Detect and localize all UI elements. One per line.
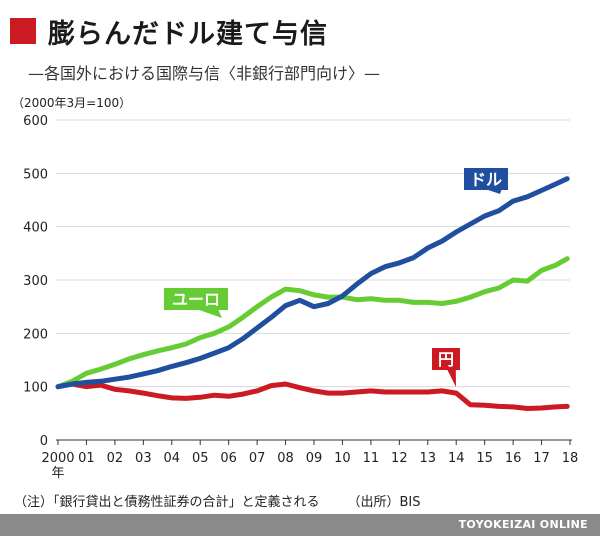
note-row: （注）「銀行貸出と債務性証券の合計」と定義される （出所）BIS	[14, 491, 421, 510]
footer-bar: TOYOKEIZAI ONLINE	[0, 514, 600, 536]
x-tick-label: 08	[277, 451, 294, 466]
y-tick-label: 600	[23, 114, 48, 129]
chart-title: 膨らんだドル建て与信	[48, 18, 328, 50]
yen-label-pointer	[447, 370, 456, 387]
y-tick-label: 200	[23, 327, 48, 342]
source-note: （出所）BIS	[347, 495, 421, 510]
x-tick-label: 04	[164, 451, 181, 466]
x-tick-label: 15	[476, 451, 493, 466]
x-tick-label: 12	[391, 451, 408, 466]
axes: 0 100 200 300 400 500 600 2000 01 02 03 04 05 06 07 08 0…	[23, 114, 578, 481]
footer-brand: TOYOKEIZAI ONLINE	[458, 518, 588, 531]
yen-label-text: 円	[438, 350, 454, 369]
dollar-label-box	[464, 168, 508, 190]
y-tick-label: 0	[40, 434, 48, 449]
title-square-icon	[10, 18, 36, 44]
y-tick-label: 100	[23, 381, 48, 396]
dollar-label: ドル	[464, 168, 508, 194]
x-tick-label: 10	[334, 451, 351, 466]
y-tick-label: 500	[23, 167, 48, 182]
footnote: （注）「銀行貸出と債務性証券の合計」と定義される	[14, 495, 320, 510]
yen-label-box	[432, 348, 460, 370]
yen-line	[55, 381, 570, 411]
x-tick-label: 05	[192, 451, 209, 466]
x-tick-label: 14	[448, 451, 465, 466]
y-tick-label: 400	[23, 221, 48, 236]
title-row: 膨らんだドル建て与信	[10, 14, 328, 50]
x-tick-label: 11	[363, 451, 380, 466]
series-lines	[55, 176, 570, 411]
x-tick-label: 17	[533, 451, 550, 466]
x-tick-label: 13	[420, 451, 437, 466]
grid	[56, 119, 570, 388]
dollar-label-pointer	[488, 190, 502, 194]
y-unit-label: （2000年3月=100）	[12, 96, 132, 110]
x-tick-label: 09	[306, 451, 323, 466]
x-tick-label: 03	[135, 451, 152, 466]
euro-label-text: ユーロ	[172, 290, 220, 309]
x-tick-label: 2000	[41, 451, 74, 466]
x-tick-label: 01	[78, 451, 95, 466]
dollar-line	[55, 176, 570, 390]
x-tick-label: 18	[562, 451, 579, 466]
chart-subtitle: —各国外における国際与信〈非銀行部門向け〉—	[28, 64, 381, 83]
euro-label-box	[164, 288, 228, 310]
x-tick-label: 06	[220, 451, 237, 466]
x-year-unit-label: 年	[51, 466, 64, 481]
euro-line	[55, 256, 570, 390]
euro-label-pointer	[199, 310, 222, 318]
x-tick-label: 07	[249, 451, 266, 466]
x-tick-label: 16	[505, 451, 522, 466]
dollar-label-text: ドル	[470, 170, 502, 189]
yen-label: 円	[432, 348, 460, 387]
y-tick-label: 300	[23, 274, 48, 289]
euro-label: ユーロ	[164, 288, 228, 318]
x-tick-label: 02	[107, 451, 124, 466]
